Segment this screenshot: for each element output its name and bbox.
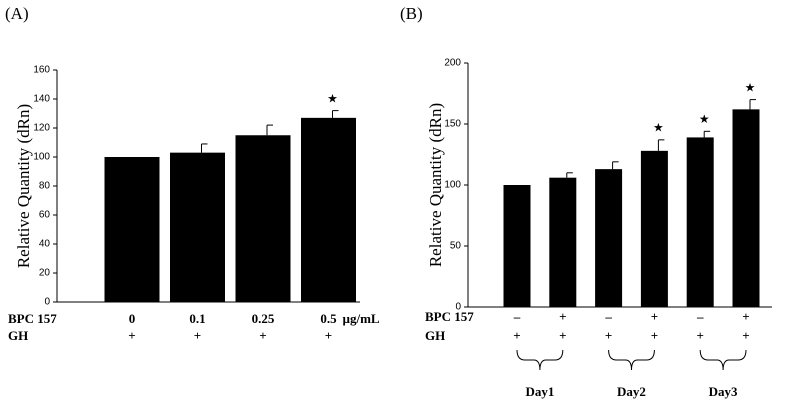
y-tick-label: 80 (39, 181, 51, 192)
row-value: + (742, 309, 749, 324)
row-value: + (696, 328, 703, 343)
y-tick-label: 100 (33, 152, 50, 163)
group-brace (516, 349, 564, 371)
y-tick-label: 120 (33, 123, 50, 134)
y-tick-label: 0 (44, 297, 50, 308)
bar (640, 150, 668, 307)
y-axis-label: Relative Quantity (dRn) (14, 104, 33, 268)
significance-star: ★ (327, 91, 338, 105)
bar (732, 109, 760, 307)
row-value: + (559, 328, 566, 343)
y-tick-label: 160 (33, 65, 50, 76)
row-value: 0 (129, 311, 136, 326)
significance-star: ★ (745, 80, 756, 94)
significance-star: ★ (699, 112, 710, 126)
group-label: Day2 (617, 384, 646, 399)
row-label: BPC 157 (425, 309, 474, 324)
row-label: GH (425, 328, 445, 343)
row-value: + (605, 328, 612, 343)
row-value: + (742, 328, 749, 343)
row-value: + (128, 328, 135, 343)
row-value: + (559, 309, 566, 324)
group-label: Day1 (525, 384, 554, 399)
y-tick-label: 100 (444, 180, 461, 191)
y-tick-label: 40 (39, 239, 51, 250)
group-label: Day3 (709, 384, 738, 399)
row-value: 0.1 (189, 311, 205, 326)
row-label: BPC 157 (8, 311, 57, 326)
row-value: + (259, 328, 266, 343)
row-value: + (325, 328, 332, 343)
bar (104, 157, 160, 302)
y-tick-label: 50 (450, 241, 462, 252)
significance-star: ★ (653, 121, 664, 135)
y-tick-label: 60 (39, 210, 51, 221)
row-unit: µg/mL (343, 311, 380, 326)
row-label: GH (8, 328, 28, 343)
bar (686, 137, 714, 307)
row-value: + (513, 328, 520, 343)
row-value: + (651, 309, 658, 324)
y-axis-label: Relative Quantity (dRn) (426, 103, 445, 267)
y-tick-label: 140 (33, 94, 50, 105)
row-value: + (651, 328, 658, 343)
bar (595, 169, 623, 307)
row-value: 0.5 (320, 311, 337, 326)
y-tick-label: 0 (455, 302, 461, 313)
row-value: – (696, 309, 704, 324)
row-value: 0.25 (252, 311, 275, 326)
row-value: + (194, 328, 201, 343)
panel-label: (A) (5, 4, 29, 23)
row-value: – (513, 309, 521, 324)
bar (170, 152, 225, 302)
bar (503, 185, 531, 307)
group-brace (608, 349, 655, 371)
y-tick-label: 20 (39, 268, 51, 279)
bar (549, 177, 577, 307)
y-tick-label: 150 (444, 119, 461, 130)
bar (301, 117, 356, 302)
panel-label: (B) (400, 4, 423, 23)
row-value: – (604, 309, 612, 324)
y-tick-label: 200 (444, 58, 461, 69)
bar (235, 135, 291, 302)
group-brace (699, 349, 747, 371)
